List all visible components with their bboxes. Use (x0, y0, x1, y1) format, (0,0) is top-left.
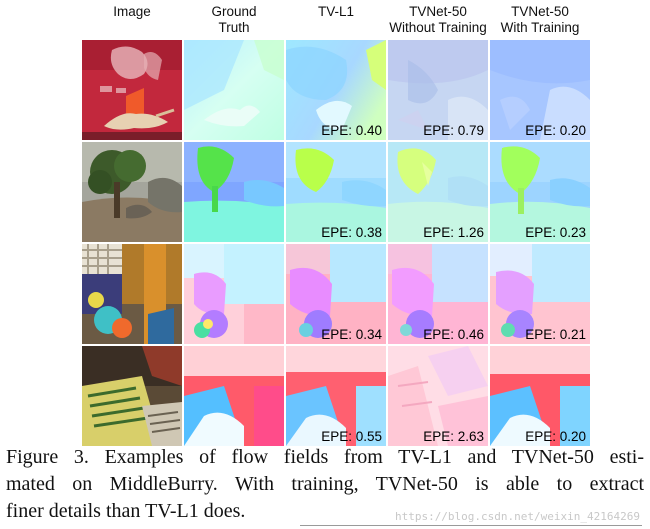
watermark: https://blog.csdn.net/weixin_42164269 (394, 510, 640, 523)
header-ground-truth-line2: Truth (218, 20, 250, 35)
header-image: Image (82, 4, 182, 20)
caption-line-1: Figure 3. Examples of flow fields from T… (6, 446, 644, 468)
row1-tvl1-epe: EPE: 0.40 (321, 123, 382, 138)
row2-tvl1: EPE: 0.38 (286, 142, 386, 242)
row3-tvl1: EPE: 0.34 (286, 244, 386, 344)
row1-input-image (82, 40, 182, 140)
row2-tvl1-epe: EPE: 0.38 (321, 225, 382, 240)
row2-tvnet-with-training: EPE: 0.23 (490, 142, 590, 242)
row4-tvnet-wo-epe: EPE: 2.63 (423, 429, 484, 444)
row4-tvl1: EPE: 0.55 (286, 346, 386, 446)
row4-tvl1-epe: EPE: 0.55 (321, 429, 382, 444)
row1-tvnet-with-training: EPE: 0.20 (490, 40, 590, 140)
row1-tvnet-wo-epe: EPE: 0.79 (423, 123, 484, 138)
header-image-line1: Image (113, 4, 151, 19)
row1-tvnet-w-epe: EPE: 0.20 (525, 123, 586, 138)
header-tvnet-w-line2: With Training (500, 20, 580, 35)
row2-tvnet-w-epe: EPE: 0.23 (525, 225, 586, 240)
row3-tvnet-without-training: EPE: 0.46 (388, 244, 488, 344)
row3-tvnet-with-training: EPE: 0.21 (490, 244, 590, 344)
header-tvnet-wo-line2: Without Training (389, 20, 487, 35)
row4-tvnet-with-training: EPE: 0.20 (490, 346, 590, 446)
row1-ground-truth (184, 40, 284, 140)
caption-line-3: finer details than TV-L1 does. (6, 500, 246, 522)
header-tvnet-wo-line1: TVNet-50 (409, 4, 467, 19)
header-tvnet-without-training: TVNet-50 Without Training (388, 4, 488, 36)
row4-ground-truth (184, 346, 284, 446)
footer-rule (300, 525, 642, 526)
row4-tvnet-without-training: EPE: 2.63 (388, 346, 488, 446)
header-tvl1-line1: TV-L1 (317, 4, 355, 19)
row3-tvl1-epe: EPE: 0.34 (321, 327, 382, 342)
header-tvnet-with-training: TVNet-50 With Training (490, 4, 590, 36)
row1-tvnet-without-training: EPE: 0.79 (388, 40, 488, 140)
row3-tvnet-w-epe: EPE: 0.21 (525, 327, 586, 342)
figure-caption: Figure 3. Examples of flow fields from T… (6, 444, 644, 525)
row4-tvnet-w-epe: EPE: 0.20 (525, 429, 586, 444)
row2-tvnet-without-training: EPE: 1.26 (388, 142, 488, 242)
header-ground-truth: Ground Truth (184, 4, 284, 36)
header-ground-truth-line1: Ground (211, 4, 257, 19)
row4-input-image (82, 346, 182, 446)
row3-tvnet-wo-epe: EPE: 0.46 (423, 327, 484, 342)
row2-tvnet-wo-epe: EPE: 1.26 (423, 225, 484, 240)
row3-ground-truth (184, 244, 284, 344)
header-tvnet-w-line1: TVNet-50 (511, 4, 569, 19)
row1-tvl1: EPE: 0.40 (286, 40, 386, 140)
caption-line-2: mated on MiddleBurry. With training, TVN… (6, 473, 644, 495)
row2-ground-truth (184, 142, 284, 242)
header-tvl1: TV-L1 (286, 4, 386, 20)
row3-input-image (82, 244, 182, 344)
row2-input-image (82, 142, 182, 242)
